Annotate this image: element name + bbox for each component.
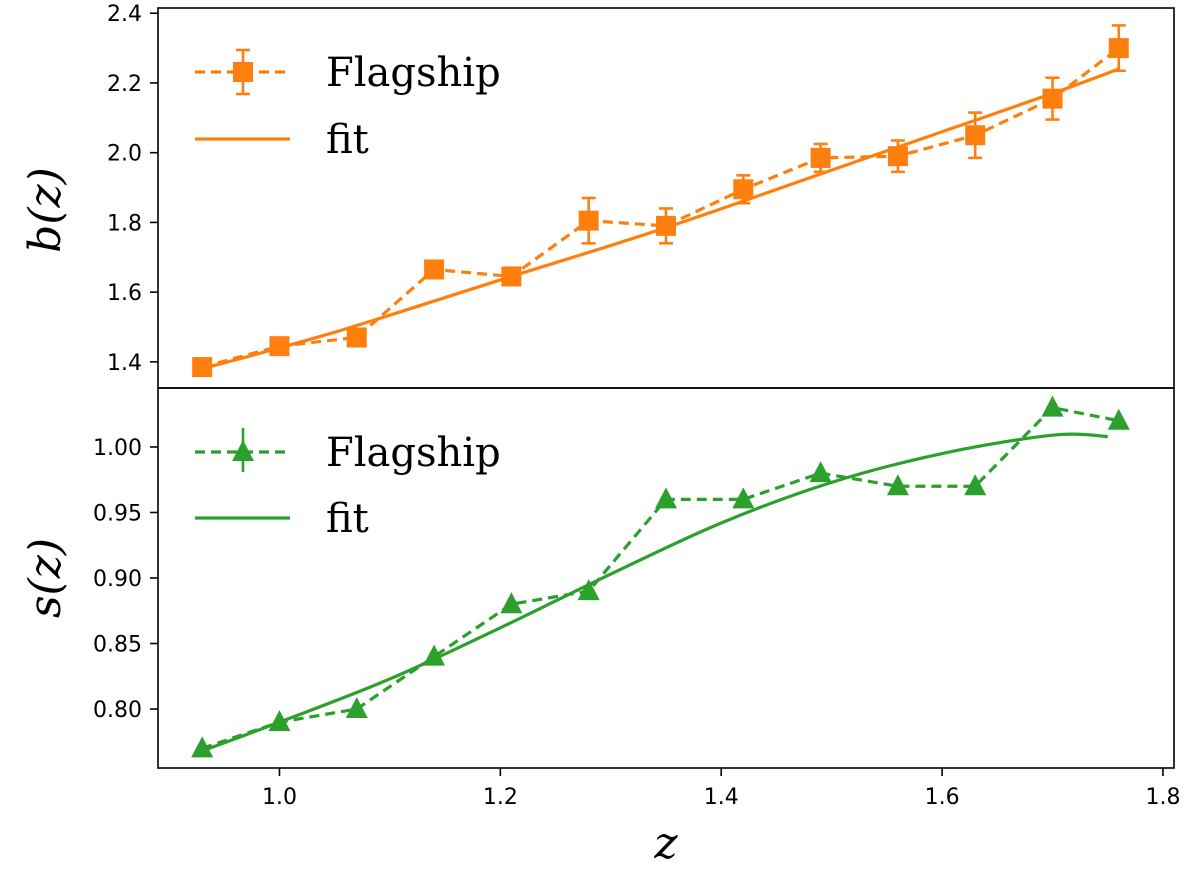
- x-axis-label: z: [653, 818, 678, 869]
- top-flagship-point: [269, 336, 290, 357]
- bottom-series-layer: [191, 395, 1130, 758]
- bottom-flagship-point: [732, 487, 755, 509]
- top-legend-flagship-label: Flagship: [326, 50, 501, 96]
- bottom-legend-flagship-label: Flagship: [326, 430, 501, 476]
- top-ytick-label: 2.2: [107, 72, 142, 97]
- bottom-legend-fit-label: fit: [326, 496, 369, 542]
- bottom-flagship-point: [964, 474, 987, 496]
- xtick-label: 1.2: [483, 785, 518, 810]
- xtick-label: 1.8: [1145, 785, 1180, 810]
- bottom-flagship-point: [1041, 395, 1064, 417]
- top-flagship-point: [578, 210, 599, 231]
- top-ytick-layer: 1.4 1.6 1.8 2.0 2.2 2.4: [107, 2, 158, 376]
- top-flagship-point: [887, 146, 908, 167]
- xtick-label: 1.6: [925, 785, 960, 810]
- bottom-ytick-label: 1.00: [93, 436, 142, 461]
- top-fit-line: [201, 67, 1120, 371]
- bottom-plot-frame: [157, 387, 1175, 769]
- xtick-label: 1.4: [704, 785, 739, 810]
- bottom-flagship-point: [577, 579, 600, 601]
- top-legend-fit-label: fit: [326, 117, 369, 163]
- bottom-ytick-label: 0.95: [93, 501, 142, 526]
- top-y-axis-label: b(z): [20, 167, 71, 253]
- bottom-flagship-point: [500, 592, 523, 614]
- xtick-label: 1.0: [262, 785, 297, 810]
- top-ytick-label: 2.0: [107, 142, 142, 167]
- bottom-panel: 0.80 0.85 0.90 0.95 1.00 1.0 1.2 1.4 1.6 1.8 s(z…: [20, 387, 1180, 869]
- bottom-flagship-point: [655, 487, 677, 509]
- top-ytick-label: 1.8: [107, 211, 142, 236]
- bottom-flagship-point: [345, 697, 368, 719]
- top-legend: Flagship fit: [195, 48, 501, 163]
- top-flagship-point: [346, 327, 367, 348]
- bottom-flagship-point: [809, 461, 832, 483]
- top-flagship-point: [192, 357, 213, 378]
- top-flagship-point: [733, 179, 754, 200]
- top-flagship-point: [424, 259, 445, 280]
- top-flagship-point: [1108, 38, 1129, 59]
- top-ytick-label: 1.6: [107, 281, 142, 306]
- bottom-flagship-point: [1107, 408, 1130, 430]
- bottom-ytick-label: 0.80: [93, 698, 142, 723]
- bottom-xtick-layer: 1.0 1.2 1.4 1.6 1.8: [262, 768, 1180, 810]
- top-ytick-label: 2.4: [107, 2, 142, 27]
- top-ytick-label: 1.4: [107, 351, 142, 376]
- bottom-ytick-label: 0.90: [93, 567, 142, 592]
- top-legend-flagship-swatch: [195, 48, 290, 96]
- top-panel: 1.4 1.6 1.8 2.0 2.2 2.4 b(z) Flagship fit: [20, 2, 1175, 389]
- top-flagship-point: [810, 147, 831, 168]
- bottom-legend-flagship-swatch: [195, 428, 290, 472]
- top-series-layer: [192, 24, 1129, 378]
- top-flagship-point: [965, 125, 986, 146]
- bottom-y-axis-label: s(z): [20, 538, 71, 618]
- bottom-fit-line: [201, 432, 1108, 753]
- bottom-legend: Flagship fit: [195, 428, 501, 542]
- bottom-flagship-point: [886, 474, 909, 496]
- bottom-ytick-label: 0.85: [93, 633, 142, 658]
- bottom-flagship-point: [191, 736, 214, 758]
- bottom-ytick-layer: 0.80 0.85 0.90 0.95 1.00: [93, 436, 158, 723]
